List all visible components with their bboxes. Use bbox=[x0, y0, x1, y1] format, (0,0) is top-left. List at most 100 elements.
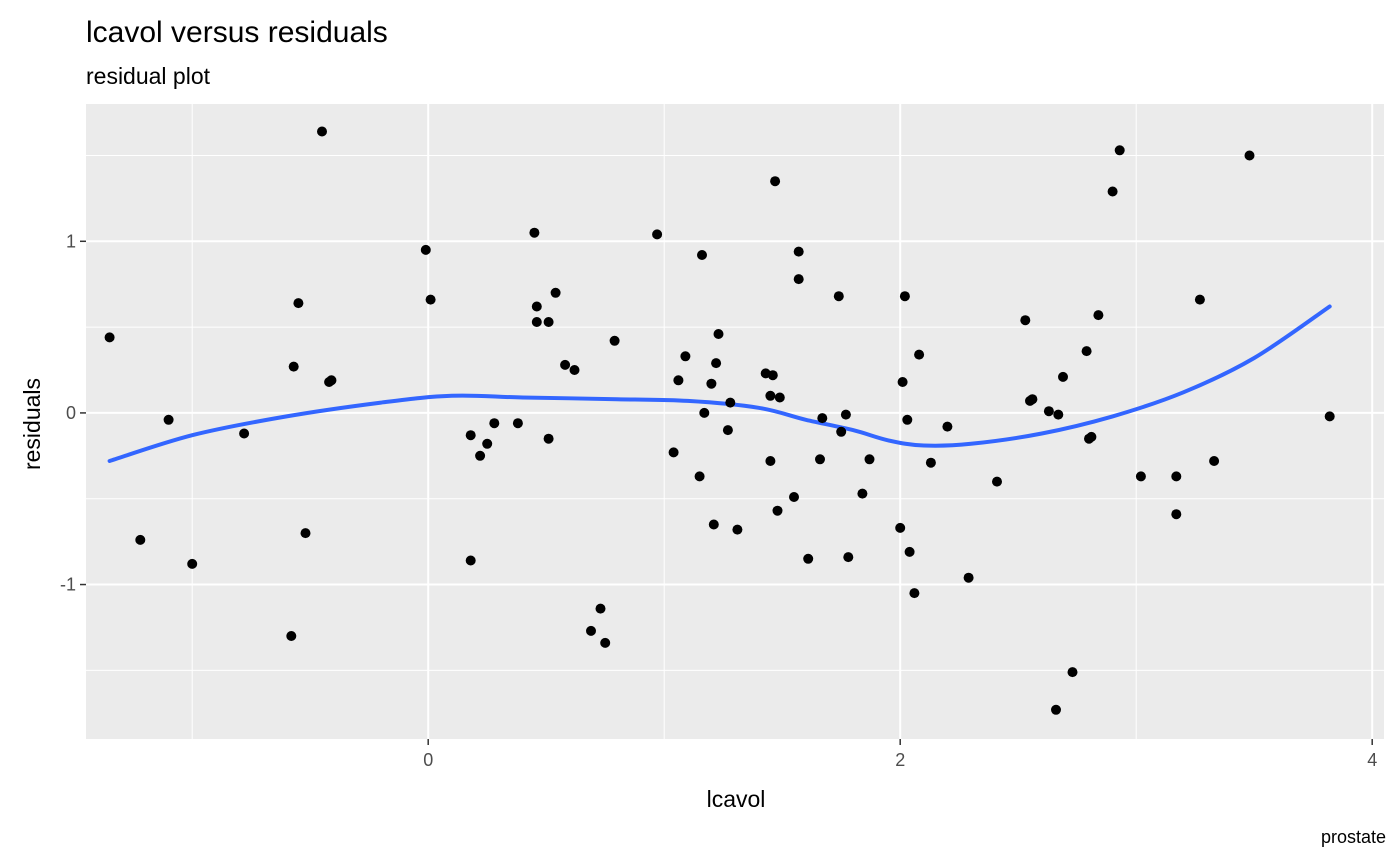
data-point bbox=[1058, 371, 1068, 382]
data-point bbox=[767, 370, 778, 381]
data-point bbox=[833, 291, 844, 302]
axes: 0 2 4 -1 0 1 bbox=[60, 231, 1377, 770]
data-point bbox=[673, 375, 684, 386]
data-point bbox=[239, 428, 250, 439]
data-point bbox=[803, 553, 814, 564]
data-point bbox=[465, 555, 476, 566]
data-point bbox=[925, 457, 936, 468]
data-point bbox=[1114, 145, 1125, 156]
smooth-line bbox=[107, 304, 1332, 463]
data-point bbox=[904, 546, 915, 557]
data-point bbox=[774, 392, 785, 403]
data-point bbox=[1135, 471, 1146, 482]
data-point bbox=[531, 301, 542, 312]
data-point bbox=[425, 294, 436, 305]
data-point bbox=[569, 365, 580, 375]
y-tick-label: 1 bbox=[66, 231, 76, 251]
data-point bbox=[789, 492, 799, 502]
data-point bbox=[711, 358, 722, 369]
data-point bbox=[770, 176, 781, 187]
chart-subtitle: residual plot bbox=[86, 63, 211, 89]
data-point bbox=[1171, 509, 1182, 520]
data-point bbox=[187, 558, 198, 569]
data-point bbox=[586, 625, 596, 636]
x-tick-label: 4 bbox=[1367, 750, 1377, 770]
data-point bbox=[793, 274, 804, 285]
data-point bbox=[817, 413, 828, 424]
data-point bbox=[1107, 186, 1118, 197]
data-point bbox=[1027, 394, 1038, 405]
data-point bbox=[815, 454, 825, 465]
data-point bbox=[529, 227, 540, 238]
data-points bbox=[104, 126, 1335, 715]
chart-caption: prostate bbox=[1321, 827, 1386, 847]
data-point bbox=[840, 409, 851, 420]
data-point bbox=[1081, 346, 1092, 357]
data-point bbox=[1194, 294, 1205, 305]
data-point bbox=[1053, 409, 1064, 420]
data-point bbox=[992, 476, 1002, 487]
x-tick-label: 2 bbox=[895, 750, 905, 770]
data-point bbox=[609, 335, 620, 346]
data-point bbox=[288, 361, 299, 372]
data-point bbox=[652, 229, 663, 240]
data-point bbox=[1043, 406, 1054, 417]
data-point bbox=[963, 572, 974, 583]
data-point bbox=[543, 433, 554, 444]
data-point bbox=[902, 414, 913, 425]
data-point bbox=[1171, 471, 1182, 482]
data-point bbox=[560, 359, 571, 370]
y-tick-label: -1 bbox=[60, 575, 76, 595]
data-point bbox=[1324, 411, 1335, 422]
plot-panel bbox=[86, 104, 1384, 739]
data-point bbox=[317, 126, 327, 137]
data-point bbox=[942, 421, 953, 432]
data-point bbox=[864, 454, 875, 465]
data-point bbox=[1244, 150, 1255, 161]
data-point bbox=[706, 378, 717, 389]
data-point bbox=[1067, 667, 1078, 678]
data-point bbox=[420, 244, 431, 255]
data-point bbox=[732, 524, 743, 535]
data-point bbox=[293, 298, 304, 309]
data-point bbox=[300, 528, 311, 539]
data-point bbox=[897, 377, 908, 387]
data-point bbox=[772, 505, 783, 516]
data-point bbox=[909, 588, 920, 599]
data-point bbox=[708, 519, 719, 530]
data-point bbox=[482, 438, 493, 449]
data-point bbox=[843, 552, 854, 563]
data-point bbox=[489, 418, 500, 429]
data-point bbox=[135, 534, 146, 545]
data-point bbox=[668, 447, 679, 458]
data-point bbox=[836, 426, 847, 437]
data-point bbox=[699, 407, 710, 418]
data-point bbox=[722, 425, 733, 436]
data-point bbox=[857, 488, 868, 499]
y-axis-title: residuals bbox=[19, 378, 45, 470]
data-point bbox=[793, 246, 804, 257]
data-point bbox=[680, 351, 691, 362]
data-point bbox=[899, 291, 910, 302]
data-point bbox=[713, 329, 724, 339]
data-point bbox=[1086, 431, 1097, 442]
x-axis-title: lcavol bbox=[707, 786, 766, 812]
data-point bbox=[475, 450, 486, 461]
data-point bbox=[512, 418, 523, 429]
data-point bbox=[600, 637, 611, 648]
data-point bbox=[531, 317, 542, 327]
data-point bbox=[1051, 704, 1061, 715]
data-point bbox=[765, 390, 776, 401]
data-point bbox=[694, 471, 705, 482]
data-point bbox=[697, 250, 707, 260]
data-point bbox=[465, 430, 476, 441]
x-tick-label: 0 bbox=[423, 750, 433, 770]
data-point bbox=[1020, 315, 1031, 326]
data-point bbox=[595, 603, 606, 614]
data-point bbox=[725, 397, 736, 408]
data-point bbox=[895, 522, 906, 533]
data-point bbox=[914, 349, 925, 360]
data-point bbox=[286, 631, 297, 641]
data-point bbox=[326, 375, 337, 386]
